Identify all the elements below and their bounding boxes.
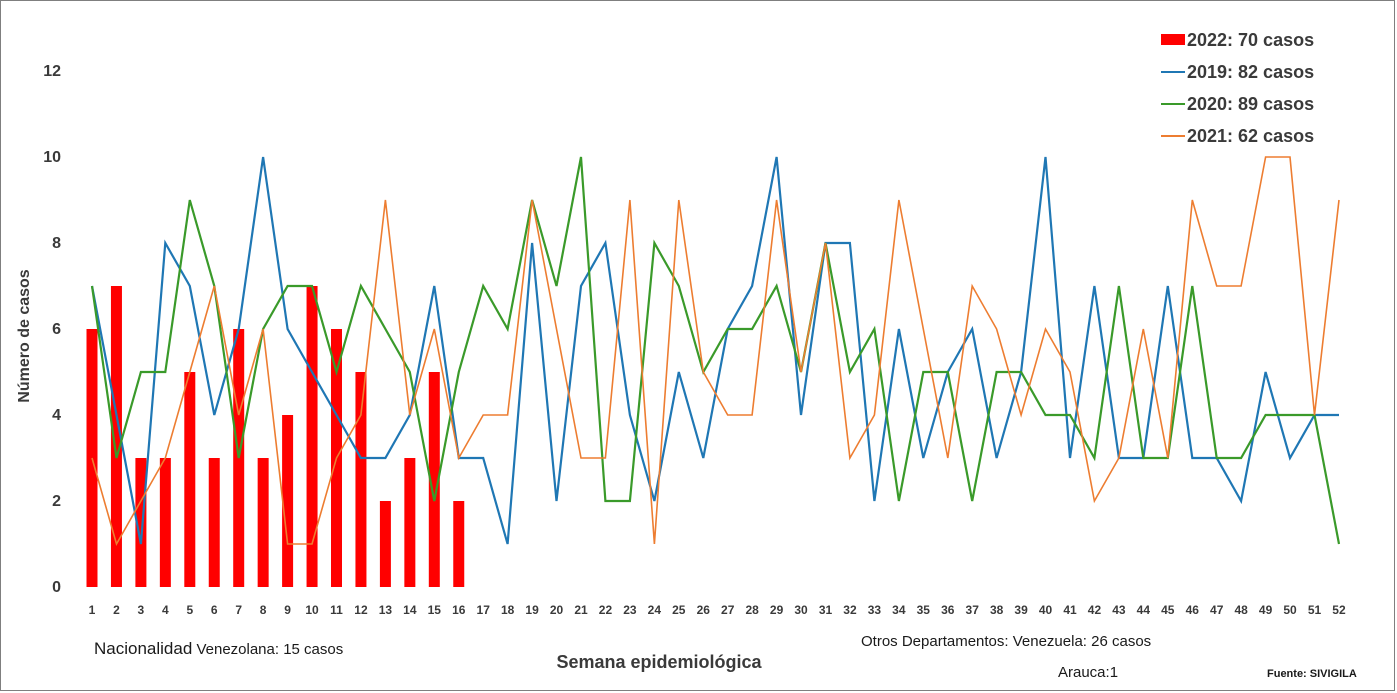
source-note: Fuente: SIVIGILA <box>1267 668 1357 680</box>
nationality-note: Nacionalidad Venezolana: 15 casos <box>94 639 343 659</box>
bar-2022 <box>404 458 416 587</box>
bar-2022 <box>257 458 269 587</box>
x-tick-label: 28 <box>745 603 759 617</box>
bar-2022 <box>453 501 465 587</box>
x-tick-label: 3 <box>138 603 145 617</box>
x-tick-label: 33 <box>868 603 882 617</box>
legend-swatch-2022 <box>1161 34 1185 45</box>
x-tick-label: 5 <box>186 603 193 617</box>
x-tick-label: 6 <box>211 603 218 617</box>
x-tick-label: 18 <box>501 603 515 617</box>
arauca-note: Arauca:1 <box>1058 664 1119 681</box>
bar-2022 <box>282 415 294 587</box>
y-tick-label: 2 <box>52 493 61 510</box>
x-tick-label: 24 <box>648 603 662 617</box>
x-tick-label: 39 <box>1014 603 1028 617</box>
x-tick-label: 40 <box>1039 603 1053 617</box>
x-tick-label: 30 <box>794 603 808 617</box>
x-tick-label: 12 <box>354 603 368 617</box>
bar-2022 <box>355 372 367 587</box>
x-tick-label: 16 <box>452 603 466 617</box>
x-tick-label: 52 <box>1332 603 1346 617</box>
x-tick-label: 15 <box>428 603 442 617</box>
nationality-label: Nacionalidad <box>94 639 193 658</box>
x-tick-label: 27 <box>721 603 735 617</box>
bar-2022 <box>306 286 318 587</box>
x-tick-label: 14 <box>403 603 417 617</box>
x-tick-label: 17 <box>477 603 491 617</box>
x-tick-label: 36 <box>941 603 955 617</box>
x-tick-label: 34 <box>892 603 906 617</box>
series-line-3 <box>91 156 1340 547</box>
other-departments-note: Otros Departamentos: Venezuela: 26 casos <box>861 633 1152 650</box>
x-tick-label: 41 <box>1063 603 1077 617</box>
y-tick-label: 8 <box>52 235 61 252</box>
x-tick-label: 46 <box>1186 603 1200 617</box>
x-tick-label: 4 <box>162 603 169 617</box>
x-tick-label: 35 <box>917 603 931 617</box>
x-tick-label: 47 <box>1210 603 1224 617</box>
y-tick-label: 10 <box>43 149 61 166</box>
legend-label-2022: 2022: 70 casos <box>1187 30 1314 50</box>
x-tick-label: 38 <box>990 603 1004 617</box>
nationality-value: Venezolana: 15 casos <box>192 641 344 658</box>
x-tick-label: 7 <box>235 603 242 617</box>
x-tick-label: 44 <box>1137 603 1151 617</box>
x-tick-label: 1 <box>89 603 96 617</box>
legend-label-series-2: 2020: 89 casos <box>1187 94 1314 114</box>
x-tick-label: 43 <box>1112 603 1126 617</box>
x-tick-label: 20 <box>550 603 564 617</box>
y-axis-title: Número de casos <box>16 269 33 402</box>
x-tick-label: 21 <box>574 603 588 617</box>
x-tick-label: 2 <box>113 603 120 617</box>
x-tick-label: 22 <box>599 603 613 617</box>
x-tick-label: 19 <box>525 603 539 617</box>
x-tick-label: 32 <box>843 603 857 617</box>
bar-2022 <box>110 286 122 587</box>
legend-label-series-1: 2019: 82 casos <box>1187 62 1314 82</box>
x-tick-label: 25 <box>672 603 686 617</box>
series-line-2 <box>90 156 1341 545</box>
x-tick-label: 37 <box>966 603 980 617</box>
x-tick-label: 42 <box>1088 603 1102 617</box>
legend-label-series-3: 2021: 62 casos <box>1187 126 1314 146</box>
y-tick-label: 0 <box>52 579 61 596</box>
x-axis-title: Semana epidemiológica <box>556 652 762 672</box>
x-tick-label: 10 <box>305 603 319 617</box>
x-tick-label: 51 <box>1308 603 1322 617</box>
x-tick-label: 26 <box>697 603 711 617</box>
x-tick-label: 49 <box>1259 603 1273 617</box>
x-tick-label: 29 <box>770 603 784 617</box>
x-tick-label: 31 <box>819 603 833 617</box>
bar-2022 <box>184 372 196 587</box>
bar-2022 <box>135 458 147 587</box>
x-tick-label: 13 <box>379 603 393 617</box>
x-tick-label: 9 <box>284 603 291 617</box>
bar-2022 <box>159 458 171 587</box>
bar-2022 <box>208 458 220 587</box>
y-tick-label: 6 <box>52 321 61 338</box>
x-tick-label: 45 <box>1161 603 1175 617</box>
bar-2022 <box>379 501 391 587</box>
y-tick-label: 4 <box>52 407 61 424</box>
x-tick-label: 8 <box>260 603 267 617</box>
x-tick-label: 50 <box>1283 603 1297 617</box>
x-tick-label: 11 <box>330 603 343 617</box>
y-tick-label: 12 <box>43 63 61 80</box>
x-tick-label: 48 <box>1234 603 1248 617</box>
bar-2022 <box>428 372 440 587</box>
x-tick-label: 23 <box>623 603 637 617</box>
